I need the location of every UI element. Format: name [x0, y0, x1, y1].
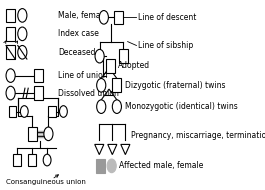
Circle shape [60, 106, 67, 117]
Text: Line of sibship: Line of sibship [138, 41, 193, 50]
Bar [6, 45, 15, 59]
Text: Monozygotic (identical) twins: Monozygotic (identical) twins [125, 102, 237, 111]
Circle shape [18, 27, 27, 41]
Circle shape [97, 100, 106, 113]
Polygon shape [108, 144, 117, 155]
Bar [34, 69, 43, 82]
Circle shape [18, 45, 27, 59]
Bar [28, 127, 37, 141]
Circle shape [43, 154, 51, 166]
Circle shape [18, 9, 27, 22]
Text: Deceased: Deceased [58, 48, 96, 57]
Circle shape [112, 100, 121, 113]
Bar [114, 10, 123, 24]
Polygon shape [121, 144, 130, 155]
Polygon shape [95, 144, 104, 155]
Circle shape [6, 69, 15, 82]
Bar [106, 59, 115, 73]
Circle shape [99, 10, 108, 24]
Bar [96, 159, 105, 173]
Text: Male, female: Male, female [58, 11, 108, 20]
Circle shape [44, 127, 53, 141]
Circle shape [95, 49, 104, 63]
Bar [112, 78, 121, 92]
Bar [118, 49, 128, 63]
Text: Pregnancy, miscarriage, termination: Pregnancy, miscarriage, termination [131, 131, 265, 140]
Text: Consanguineous union: Consanguineous union [6, 179, 86, 185]
Text: Dizygotic (fraternal) twins: Dizygotic (fraternal) twins [125, 81, 225, 90]
Text: Line of union: Line of union [58, 71, 108, 80]
Text: Dissolved union: Dissolved union [58, 89, 119, 97]
Bar [13, 154, 21, 166]
Bar [34, 86, 43, 100]
Bar [6, 9, 15, 22]
Circle shape [97, 78, 106, 92]
Text: Affected male, female: Affected male, female [120, 161, 204, 170]
Circle shape [20, 106, 28, 117]
Bar [6, 27, 15, 41]
Text: Line of descent: Line of descent [138, 13, 196, 22]
Text: Index case: Index case [58, 29, 99, 38]
Circle shape [107, 159, 116, 173]
Bar [9, 106, 16, 117]
Circle shape [6, 86, 15, 100]
Bar [48, 106, 56, 117]
Text: Adopted: Adopted [118, 61, 150, 70]
Bar [28, 154, 36, 166]
